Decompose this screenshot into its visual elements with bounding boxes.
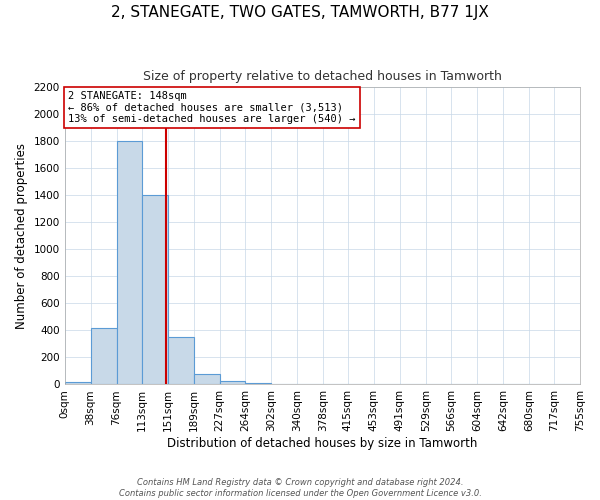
Bar — [142, 195, 168, 384]
Text: 2, STANEGATE, TWO GATES, TAMWORTH, B77 1JX: 2, STANEGATE, TWO GATES, TAMWORTH, B77 1… — [111, 5, 489, 20]
X-axis label: Distribution of detached houses by size in Tamworth: Distribution of detached houses by size … — [167, 437, 478, 450]
Bar — [194, 374, 220, 384]
Bar — [116, 141, 142, 384]
Text: 2 STANEGATE: 148sqm
← 86% of detached houses are smaller (3,513)
13% of semi-det: 2 STANEGATE: 148sqm ← 86% of detached ho… — [68, 91, 356, 124]
Bar — [168, 337, 194, 384]
Bar — [245, 383, 271, 384]
Bar — [65, 382, 91, 384]
Text: Contains HM Land Registry data © Crown copyright and database right 2024.
Contai: Contains HM Land Registry data © Crown c… — [119, 478, 481, 498]
Title: Size of property relative to detached houses in Tamworth: Size of property relative to detached ho… — [143, 70, 502, 83]
Y-axis label: Number of detached properties: Number of detached properties — [15, 142, 28, 328]
Bar — [91, 328, 116, 384]
Bar — [220, 381, 245, 384]
